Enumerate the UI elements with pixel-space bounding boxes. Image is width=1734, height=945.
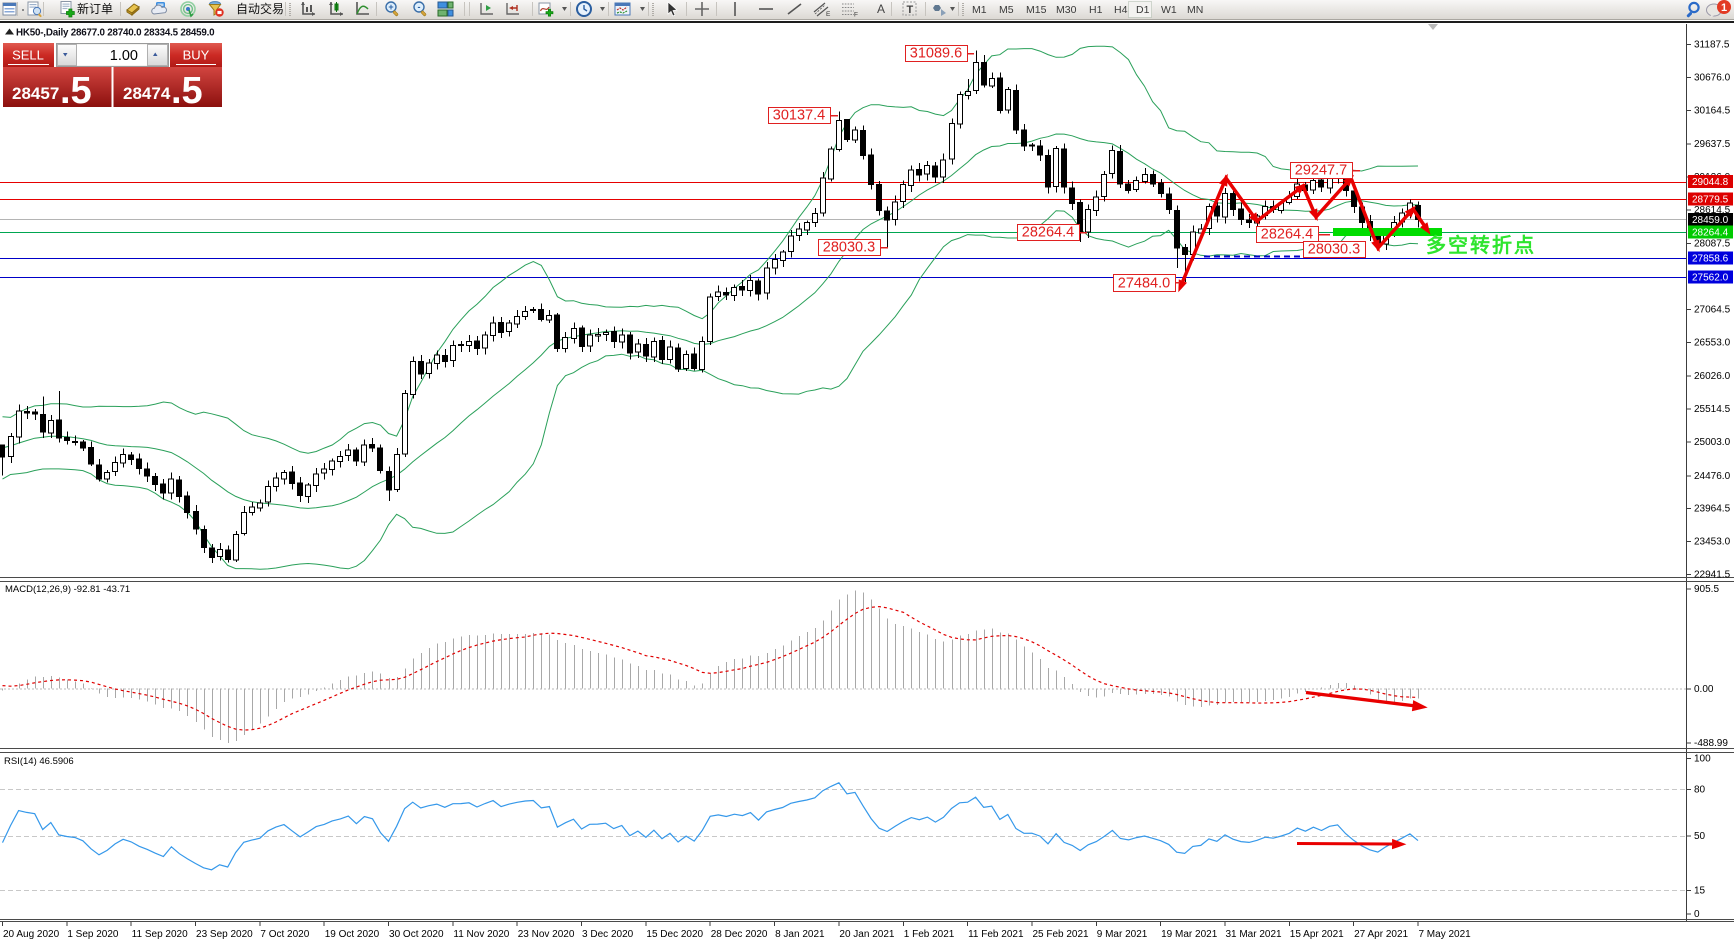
svg-text:31 Mar 2021: 31 Mar 2021	[1225, 929, 1282, 940]
svg-text:H4: H4	[1114, 4, 1128, 16]
svg-text:31187.5: 31187.5	[1694, 40, 1730, 51]
svg-text:BUY: BUY	[183, 48, 210, 63]
svg-text:11 Feb 2021: 11 Feb 2021	[968, 929, 1024, 940]
svg-text:100: 100	[1694, 754, 1711, 765]
svg-text:28614.5: 28614.5	[1694, 205, 1731, 216]
svg-text:0.00: 0.00	[1694, 684, 1714, 695]
svg-text:50: 50	[1694, 831, 1706, 842]
svg-text:D1: D1	[1136, 4, 1150, 16]
svg-text:SELL: SELL	[12, 48, 44, 63]
svg-text:T: T	[907, 4, 914, 16]
svg-text:M15: M15	[1026, 4, 1047, 16]
svg-text:22941.5: 22941.5	[1694, 570, 1731, 581]
svg-text:31089.6: 31089.6	[910, 46, 962, 62]
svg-text:1: 1	[1721, 2, 1727, 14]
svg-text:905.5: 905.5	[1694, 584, 1719, 595]
svg-text:29247.7: 29247.7	[1295, 163, 1347, 179]
svg-text:+: +	[388, 2, 393, 12]
svg-text:.5: .5	[60, 70, 92, 112]
svg-text:29044.8: 29044.8	[1692, 177, 1729, 188]
svg-text:H1: H1	[1089, 4, 1103, 16]
svg-text:25 Feb 2021: 25 Feb 2021	[1032, 929, 1089, 940]
svg-text:23964.5: 23964.5	[1694, 504, 1731, 515]
svg-text:27562.0: 27562.0	[1692, 273, 1729, 284]
svg-text:27064.5: 27064.5	[1694, 305, 1731, 316]
svg-text:HK50-,Daily 28677.0 28740.0 2: HK50-,Daily 28677.0 28740.0 28334.5 2845…	[16, 28, 215, 39]
svg-text:28030.3: 28030.3	[1308, 242, 1360, 258]
svg-text:F: F	[854, 12, 858, 19]
svg-text:28459.0: 28459.0	[1692, 215, 1729, 226]
svg-text:自动交易: 自动交易	[236, 1, 284, 16]
svg-text:28264.4: 28264.4	[1692, 227, 1729, 238]
svg-text:28457: 28457	[12, 84, 59, 103]
svg-text:28779.5: 28779.5	[1692, 194, 1729, 205]
svg-text:1.00: 1.00	[110, 48, 138, 64]
svg-text:23 Sep 2020: 23 Sep 2020	[196, 929, 253, 940]
svg-text:24476.0: 24476.0	[1694, 471, 1731, 482]
svg-text:29637.5: 29637.5	[1694, 139, 1731, 150]
svg-text:M1: M1	[972, 4, 987, 16]
svg-text:26553.0: 26553.0	[1694, 337, 1731, 348]
svg-text:3 Dec 2020: 3 Dec 2020	[582, 929, 634, 940]
svg-text:30164.5: 30164.5	[1694, 105, 1731, 116]
svg-text:W1: W1	[1161, 4, 1177, 16]
svg-text:M5: M5	[999, 4, 1014, 16]
svg-text:25003.0: 25003.0	[1694, 437, 1731, 448]
svg-text:A: A	[877, 2, 885, 16]
svg-text:28474: 28474	[123, 84, 171, 103]
svg-text:30137.4: 30137.4	[773, 108, 825, 124]
svg-text:28 Dec 2020: 28 Dec 2020	[711, 929, 768, 940]
svg-text:26026.0: 26026.0	[1694, 371, 1731, 382]
svg-text:15 Dec 2020: 15 Dec 2020	[646, 929, 703, 940]
svg-text:15 Apr 2021: 15 Apr 2021	[1290, 929, 1344, 940]
svg-text:27858.6: 27858.6	[1692, 253, 1729, 264]
svg-text:E: E	[826, 11, 831, 18]
svg-text:.5: .5	[171, 70, 203, 112]
svg-text:1 Sep 2020: 1 Sep 2020	[67, 929, 119, 940]
svg-text:30 Oct 2020: 30 Oct 2020	[389, 929, 444, 940]
svg-text:80: 80	[1694, 785, 1706, 796]
svg-text:19 Mar 2021: 19 Mar 2021	[1161, 929, 1218, 940]
svg-text:RSI(14) 46.5906: RSI(14) 46.5906	[4, 756, 74, 767]
svg-text:11 Nov 2020: 11 Nov 2020	[453, 929, 509, 940]
svg-text:30676.0: 30676.0	[1694, 72, 1731, 83]
svg-text:23 Nov 2020: 23 Nov 2020	[518, 929, 575, 940]
svg-text:7 May 2021: 7 May 2021	[1418, 929, 1471, 940]
svg-text:20 Jan 2021: 20 Jan 2021	[839, 929, 894, 940]
svg-text:28030.3: 28030.3	[823, 240, 875, 256]
svg-text:新订单: 新订单	[77, 1, 113, 16]
svg-text:20 Aug 2020: 20 Aug 2020	[3, 929, 60, 940]
svg-text:28264.4: 28264.4	[1261, 227, 1313, 243]
svg-text:多空转折点: 多空转折点	[1426, 233, 1536, 257]
svg-text:1 Feb 2021: 1 Feb 2021	[904, 929, 955, 940]
svg-text:28264.4: 28264.4	[1022, 225, 1074, 241]
svg-text:15: 15	[1694, 886, 1706, 897]
svg-text:M30: M30	[1056, 4, 1077, 16]
svg-text:7 Oct 2020: 7 Oct 2020	[260, 929, 309, 940]
svg-text:9 Mar 2021: 9 Mar 2021	[1097, 929, 1148, 940]
svg-text:11 Sep 2020: 11 Sep 2020	[132, 929, 188, 940]
svg-text:8 Jan 2021: 8 Jan 2021	[775, 929, 825, 940]
svg-text:-: -	[418, 2, 421, 12]
svg-text:-488.99: -488.99	[1694, 738, 1728, 749]
svg-text:MACD(12,26,9) -92.81 -43.71: MACD(12,26,9) -92.81 -43.71	[5, 584, 130, 595]
svg-text:28087.5: 28087.5	[1694, 239, 1731, 250]
svg-text:27 Apr 2021: 27 Apr 2021	[1354, 929, 1408, 940]
svg-text:27484.0: 27484.0	[1118, 276, 1170, 292]
svg-text:19 Oct 2020: 19 Oct 2020	[325, 929, 380, 940]
svg-text:MN: MN	[1187, 4, 1203, 16]
svg-text:25514.5: 25514.5	[1694, 404, 1731, 415]
svg-text:0: 0	[1694, 909, 1700, 920]
svg-text:23453.0: 23453.0	[1694, 537, 1731, 548]
